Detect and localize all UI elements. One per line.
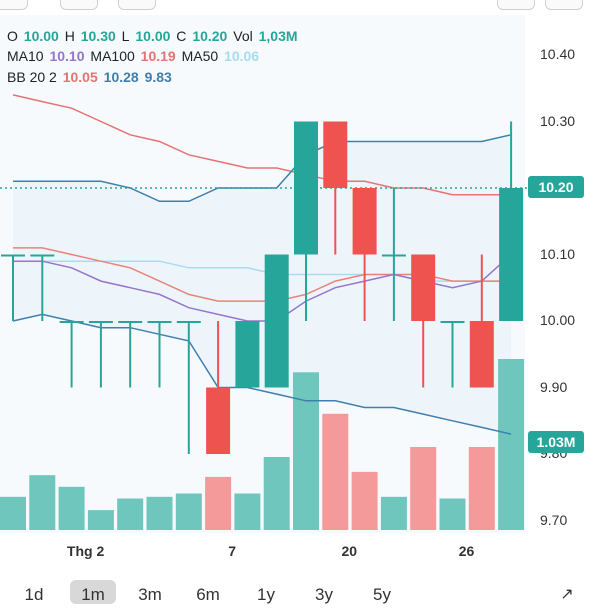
top-button-left[interactable] xyxy=(0,0,28,10)
range-1y[interactable]: 1y xyxy=(257,585,275,604)
volume-bar xyxy=(146,496,173,530)
close-label: C xyxy=(176,28,187,44)
range-5y[interactable]: 5y xyxy=(373,585,391,604)
candle-body xyxy=(59,321,84,323)
volume-label: Vol xyxy=(233,28,253,44)
ma50-value: 10.06 xyxy=(224,48,260,64)
volume-bar xyxy=(439,498,466,530)
bb-upper-line xyxy=(13,134,512,203)
bb-upper-value: 10.28 xyxy=(103,69,139,85)
top-button-5[interactable] xyxy=(545,0,583,10)
range-6m[interactable]: 6m xyxy=(196,585,220,604)
range-1m[interactable]: 1m xyxy=(70,580,116,604)
candle-body xyxy=(323,121,348,188)
open-value: 10.00 xyxy=(23,28,59,44)
volume-bar xyxy=(175,493,202,530)
high-label: H xyxy=(64,28,75,44)
open-label: O xyxy=(7,28,18,44)
y-tick-label: 9.90 xyxy=(540,378,568,395)
expand-icon[interactable]: ↗ xyxy=(560,586,574,603)
top-toolbar xyxy=(0,0,600,10)
y-tick-label: 9.70 xyxy=(540,511,568,528)
bb-fill xyxy=(13,134,512,435)
x-tick-label: 26 xyxy=(458,543,475,559)
volume-value: 1,03M xyxy=(258,28,298,44)
volume-bar xyxy=(293,372,319,530)
ohlc-legend: O 10.00 H 10.30 L 10.00 C 10.20 Vol 1,03… xyxy=(7,28,300,44)
y-tick-label: 10.30 xyxy=(540,112,576,129)
ma100-value: 10.19 xyxy=(140,48,176,64)
volume-bar xyxy=(263,457,290,530)
range-1d[interactable]: 1d xyxy=(24,585,44,604)
bb-lower-line xyxy=(12,313,512,435)
low-label: L xyxy=(121,28,130,44)
candle-body xyxy=(1,254,25,257)
volume-bar xyxy=(322,413,349,530)
candle-body xyxy=(264,254,289,388)
bb-label: BB 20 2 xyxy=(7,69,57,85)
candle-body xyxy=(499,188,524,321)
volume-bar xyxy=(351,471,378,530)
candle-body xyxy=(176,321,201,323)
ma-legend: MA10 10.10 MA100 10.19 MA50 10.06 xyxy=(7,48,261,64)
x-tick-label: 20 xyxy=(341,543,358,559)
ma100-line xyxy=(12,94,512,196)
low-value: 10.00 xyxy=(135,28,171,44)
candle-body xyxy=(118,321,143,323)
bb-legend: BB 20 2 10.05 10.28 9.83 xyxy=(7,69,174,85)
candle-body xyxy=(206,387,231,454)
volume-bar xyxy=(234,493,261,530)
candle-body xyxy=(411,254,436,321)
candle-body xyxy=(235,321,260,388)
close-value: 10.20 xyxy=(192,28,228,44)
volume-bar xyxy=(468,447,495,530)
candle-body xyxy=(88,321,113,323)
candle-body xyxy=(469,321,494,388)
bb-lower-value: 9.83 xyxy=(144,69,172,85)
candle-body xyxy=(30,254,55,257)
top-button-4[interactable] xyxy=(497,0,535,10)
ma10-label: MA10 xyxy=(7,48,44,64)
top-button-2[interactable] xyxy=(60,0,98,10)
candle-body xyxy=(440,321,465,323)
candle-body xyxy=(352,188,377,255)
volume-bar xyxy=(410,447,437,530)
last-price-badge: 10.20 xyxy=(528,176,584,198)
volume-bar xyxy=(205,476,232,530)
volume-bar xyxy=(117,498,144,530)
ma50-label: MA50 xyxy=(181,48,219,64)
volume-bar xyxy=(0,496,26,530)
range-3y[interactable]: 3y xyxy=(315,585,333,604)
x-tick-label: Thg 2 xyxy=(66,543,105,559)
candle-body xyxy=(381,254,406,257)
high-value: 10.30 xyxy=(80,28,116,44)
volume-bar xyxy=(58,486,85,530)
x-tick-label: 7 xyxy=(228,543,236,559)
y-tick-label: 10.40 xyxy=(540,46,576,62)
y-tick-label: 10.00 xyxy=(540,312,576,328)
candle-body xyxy=(294,121,318,255)
range-toolbar: 1d 1m 3m 6m 1y 3y 5y ↗ xyxy=(0,578,600,604)
volume-bar xyxy=(29,475,56,530)
range-3m[interactable]: 3m xyxy=(138,585,162,604)
ma10-value: 10.10 xyxy=(49,48,85,64)
ma100-label: MA100 xyxy=(90,48,135,64)
bb-mid-value: 10.05 xyxy=(62,69,98,85)
volume-bar xyxy=(87,510,114,530)
volume-bar xyxy=(498,359,525,530)
volume-bar xyxy=(380,496,407,530)
candle-body xyxy=(147,321,172,323)
y-tick-label: 10.10 xyxy=(540,245,576,262)
volume-badge: 1.03M xyxy=(528,431,584,453)
top-button-3[interactable] xyxy=(118,0,156,10)
